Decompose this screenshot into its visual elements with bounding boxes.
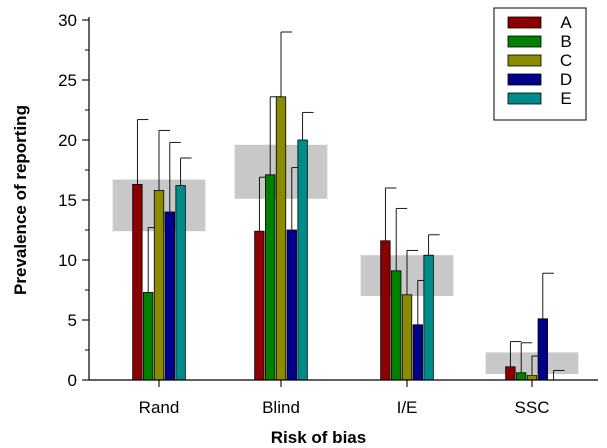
legend-label-d: D xyxy=(560,70,572,89)
axes-layer: 0 5 10 15 20 25 30 Rand Blind I/E SSC xyxy=(58,11,598,417)
bar-rand-e xyxy=(175,185,186,381)
y-tick-label: 0 xyxy=(68,371,77,390)
legend-label-e: E xyxy=(560,89,571,108)
legend-swatch-a xyxy=(507,16,542,29)
bar-ssc-b xyxy=(516,372,527,381)
bar-ssc-a xyxy=(505,366,516,381)
bar-i-e-c xyxy=(401,294,413,381)
legend-swatch-b xyxy=(507,35,542,48)
y-tick-label: 25 xyxy=(58,71,77,90)
legend-label-a: A xyxy=(560,13,572,32)
y-tick-label: 30 xyxy=(58,11,77,30)
legend-swatch-d xyxy=(507,73,542,86)
bar-rand-c xyxy=(153,189,165,381)
bar-i-e-a xyxy=(380,240,391,381)
bar-blind-d xyxy=(286,229,297,381)
bar-i-e-d xyxy=(412,324,423,381)
y-axis-title: Prevalence of reporting xyxy=(11,105,30,295)
y-tick-label: 15 xyxy=(58,191,77,210)
y-tick-label: 20 xyxy=(58,131,77,150)
bar-ssc-c xyxy=(526,374,538,381)
bar-blind-a xyxy=(254,230,265,381)
x-axis-title: Risk of bias xyxy=(271,428,366,447)
y-tick-label: 10 xyxy=(58,251,77,270)
x-tick-label: I/E xyxy=(397,398,418,417)
legend-swatch-e xyxy=(507,92,542,105)
bar-blind-c xyxy=(275,96,287,381)
y-tick-label: 5 xyxy=(68,311,77,330)
bar-rand-b xyxy=(143,291,154,381)
legend-label-c: C xyxy=(560,51,572,70)
legend-label-b: B xyxy=(560,32,571,51)
bar-blind-b xyxy=(265,174,276,381)
legend-swatch-c xyxy=(507,54,542,67)
x-tick-label: Rand xyxy=(139,398,180,417)
bar-i-e-e xyxy=(423,254,434,381)
bar-rand-d xyxy=(164,211,175,381)
bar-ssc-d xyxy=(537,318,548,381)
x-tick-label: Blind xyxy=(262,398,300,417)
x-tick-label: SSC xyxy=(515,398,550,417)
bar-blind-e xyxy=(297,139,308,381)
bar-rand-a xyxy=(132,183,143,381)
bar-i-e-b xyxy=(391,270,402,381)
